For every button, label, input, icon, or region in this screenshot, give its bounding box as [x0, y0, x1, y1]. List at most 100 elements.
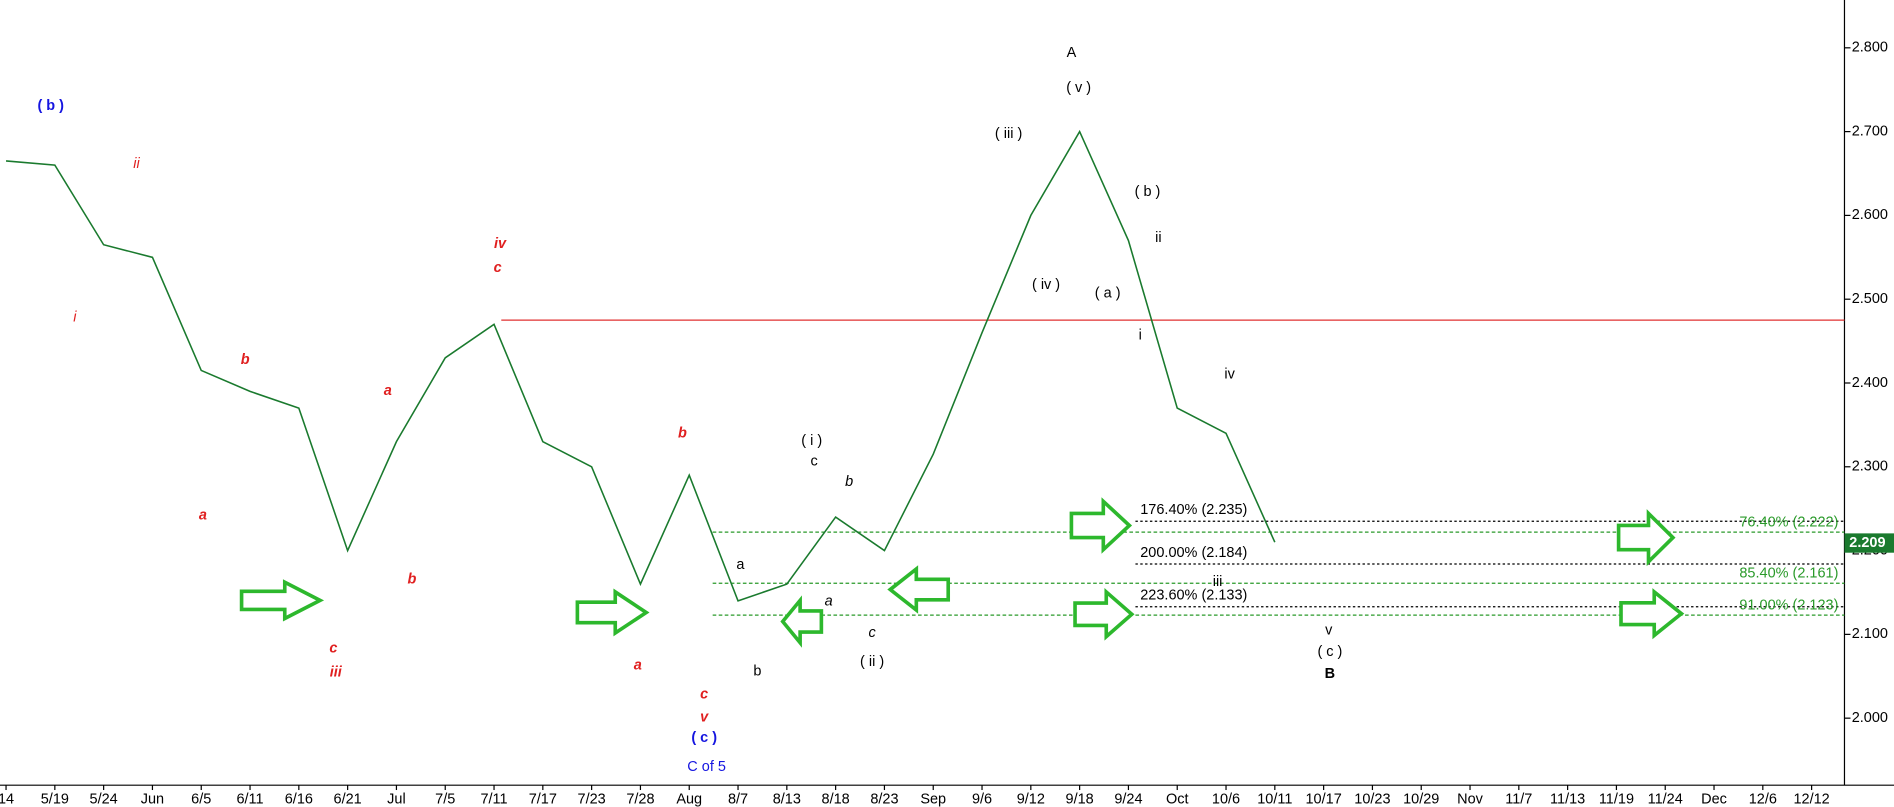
x-tick-label: 8/7 [728, 792, 748, 807]
x-tick-label: 7/11 [480, 792, 507, 807]
wave-label: b [241, 352, 250, 368]
wave-label: ( c ) [1317, 644, 1342, 660]
wave-label: ( iii ) [995, 126, 1022, 142]
y-tick-label: 2.000 [1852, 710, 1888, 726]
y-tick-label: 2.400 [1852, 375, 1888, 391]
arrow [1069, 497, 1133, 554]
wave-label: a [736, 557, 745, 573]
wave-label: c [329, 641, 337, 657]
arrow [239, 579, 325, 622]
x-tick-label: 9/6 [972, 792, 992, 807]
fib-label: 85.40% (2.161) [1739, 565, 1838, 581]
wave-label: c [868, 625, 876, 641]
wave-label: c [700, 686, 708, 702]
wave-label: ( a ) [1095, 285, 1121, 301]
wave-label: ii [133, 156, 140, 172]
x-tick-label: 9/18 [1066, 792, 1094, 807]
x-tick-label: 9/12 [1017, 792, 1045, 807]
wave-label: c [811, 453, 818, 469]
x-tick-label: Jun [141, 792, 164, 807]
x-tick-label: 6/11 [236, 792, 263, 807]
x-tick-label: 12/12 [1793, 792, 1829, 807]
x-tick-label: 8/23 [870, 792, 898, 807]
wave-label: iv [1224, 366, 1235, 382]
x-tick-label: 7/23 [578, 792, 606, 807]
x-tick-label: Jul [387, 792, 406, 807]
wave-label: ( b ) [37, 98, 64, 114]
arrow [1073, 587, 1135, 641]
x-tick-label: 6/5 [191, 792, 211, 807]
fib-label: 176.40% (2.235) [1140, 502, 1247, 518]
x-tick-label: 10/29 [1403, 792, 1439, 807]
arrow [887, 565, 951, 614]
wave-label: b [407, 572, 416, 588]
x-tick-label: 11/19 [1599, 792, 1634, 807]
wave-label: a [384, 383, 392, 399]
x-tick-label: 10/23 [1354, 792, 1390, 807]
y-tick-label: 2.600 [1852, 207, 1888, 223]
arrow [1619, 588, 1685, 640]
x-tick-label: 7/28 [626, 792, 654, 807]
x-tick-label: 12/6 [1749, 792, 1777, 807]
wave-label: c [494, 260, 502, 276]
wave-label: v [700, 709, 709, 725]
x-tick-label: 7/17 [529, 792, 557, 807]
y-tick-label: 2.700 [1852, 123, 1888, 139]
x-tick-label: 5/19 [41, 792, 69, 807]
price-line [5, 129, 1276, 602]
y-tick-label: 2.100 [1852, 626, 1888, 642]
wave-label: iv [494, 236, 507, 252]
wave-label: ( iv ) [1032, 277, 1060, 293]
wave-label: b [753, 663, 761, 679]
arrow [575, 588, 650, 637]
wave-label: b [845, 474, 853, 490]
x-tick-label: 10/6 [1212, 792, 1240, 807]
wave-label: ii [1155, 230, 1161, 246]
wave-label: A [1067, 45, 1077, 61]
x-tick-label: Aug [676, 792, 702, 807]
x-tick-label: 11/24 [1648, 792, 1683, 807]
fib-label: 76.40% (2.222) [1739, 514, 1838, 530]
x-tick-label: 11/13 [1550, 792, 1585, 807]
fib-label: 223.60% (2.133) [1140, 588, 1247, 604]
x-tick-label: 10/17 [1306, 792, 1342, 807]
wave-label: ( i ) [801, 433, 822, 449]
wave-label: iii [330, 665, 343, 681]
last-value-box [1844, 533, 1894, 553]
x-tick-label: Oct [1166, 792, 1189, 807]
y-tick-label: 2.800 [1852, 40, 1888, 56]
x-tick-label: 9/24 [1114, 792, 1142, 807]
last-value-label: 2.209 [1849, 535, 1885, 551]
x-tick-label: 5/24 [90, 792, 118, 807]
x-tick-label: 7/5 [435, 792, 455, 807]
wave-label: a [825, 593, 833, 609]
wave-label: a [634, 657, 642, 673]
x-tick-label: 10/11 [1257, 792, 1292, 807]
x-tick-label: 8/18 [822, 792, 850, 807]
wave-label: C of 5 [687, 759, 726, 775]
x-tick-label: Sep [920, 792, 946, 807]
wave-label: B [1325, 666, 1335, 682]
x-tick-label: Dec [1701, 792, 1727, 807]
wave-label: iii [1213, 574, 1223, 590]
wave-label: ( c ) [691, 730, 717, 746]
arrow [1616, 509, 1676, 567]
wave-label: b [678, 426, 687, 442]
x-tick-label: 14 [0, 792, 14, 807]
fib-label: 91.00% (2.123) [1739, 597, 1838, 613]
wave-label: a [199, 508, 207, 524]
x-tick-label: 6/21 [334, 792, 362, 807]
y-tick-label: 2.500 [1852, 291, 1888, 307]
x-tick-label: 11/7 [1505, 792, 1532, 807]
x-tick-label: 6/16 [285, 792, 313, 807]
wave-label: ( b ) [1135, 184, 1161, 200]
arrow [780, 595, 824, 648]
x-tick-label: Nov [1457, 792, 1484, 807]
fib-label: 200.00% (2.184) [1140, 545, 1247, 561]
wave-label: ( ii ) [860, 654, 884, 670]
wave-label: i [1139, 328, 1142, 344]
x-tick-label: 8/13 [773, 792, 801, 807]
wave-label: ( v ) [1066, 80, 1091, 96]
